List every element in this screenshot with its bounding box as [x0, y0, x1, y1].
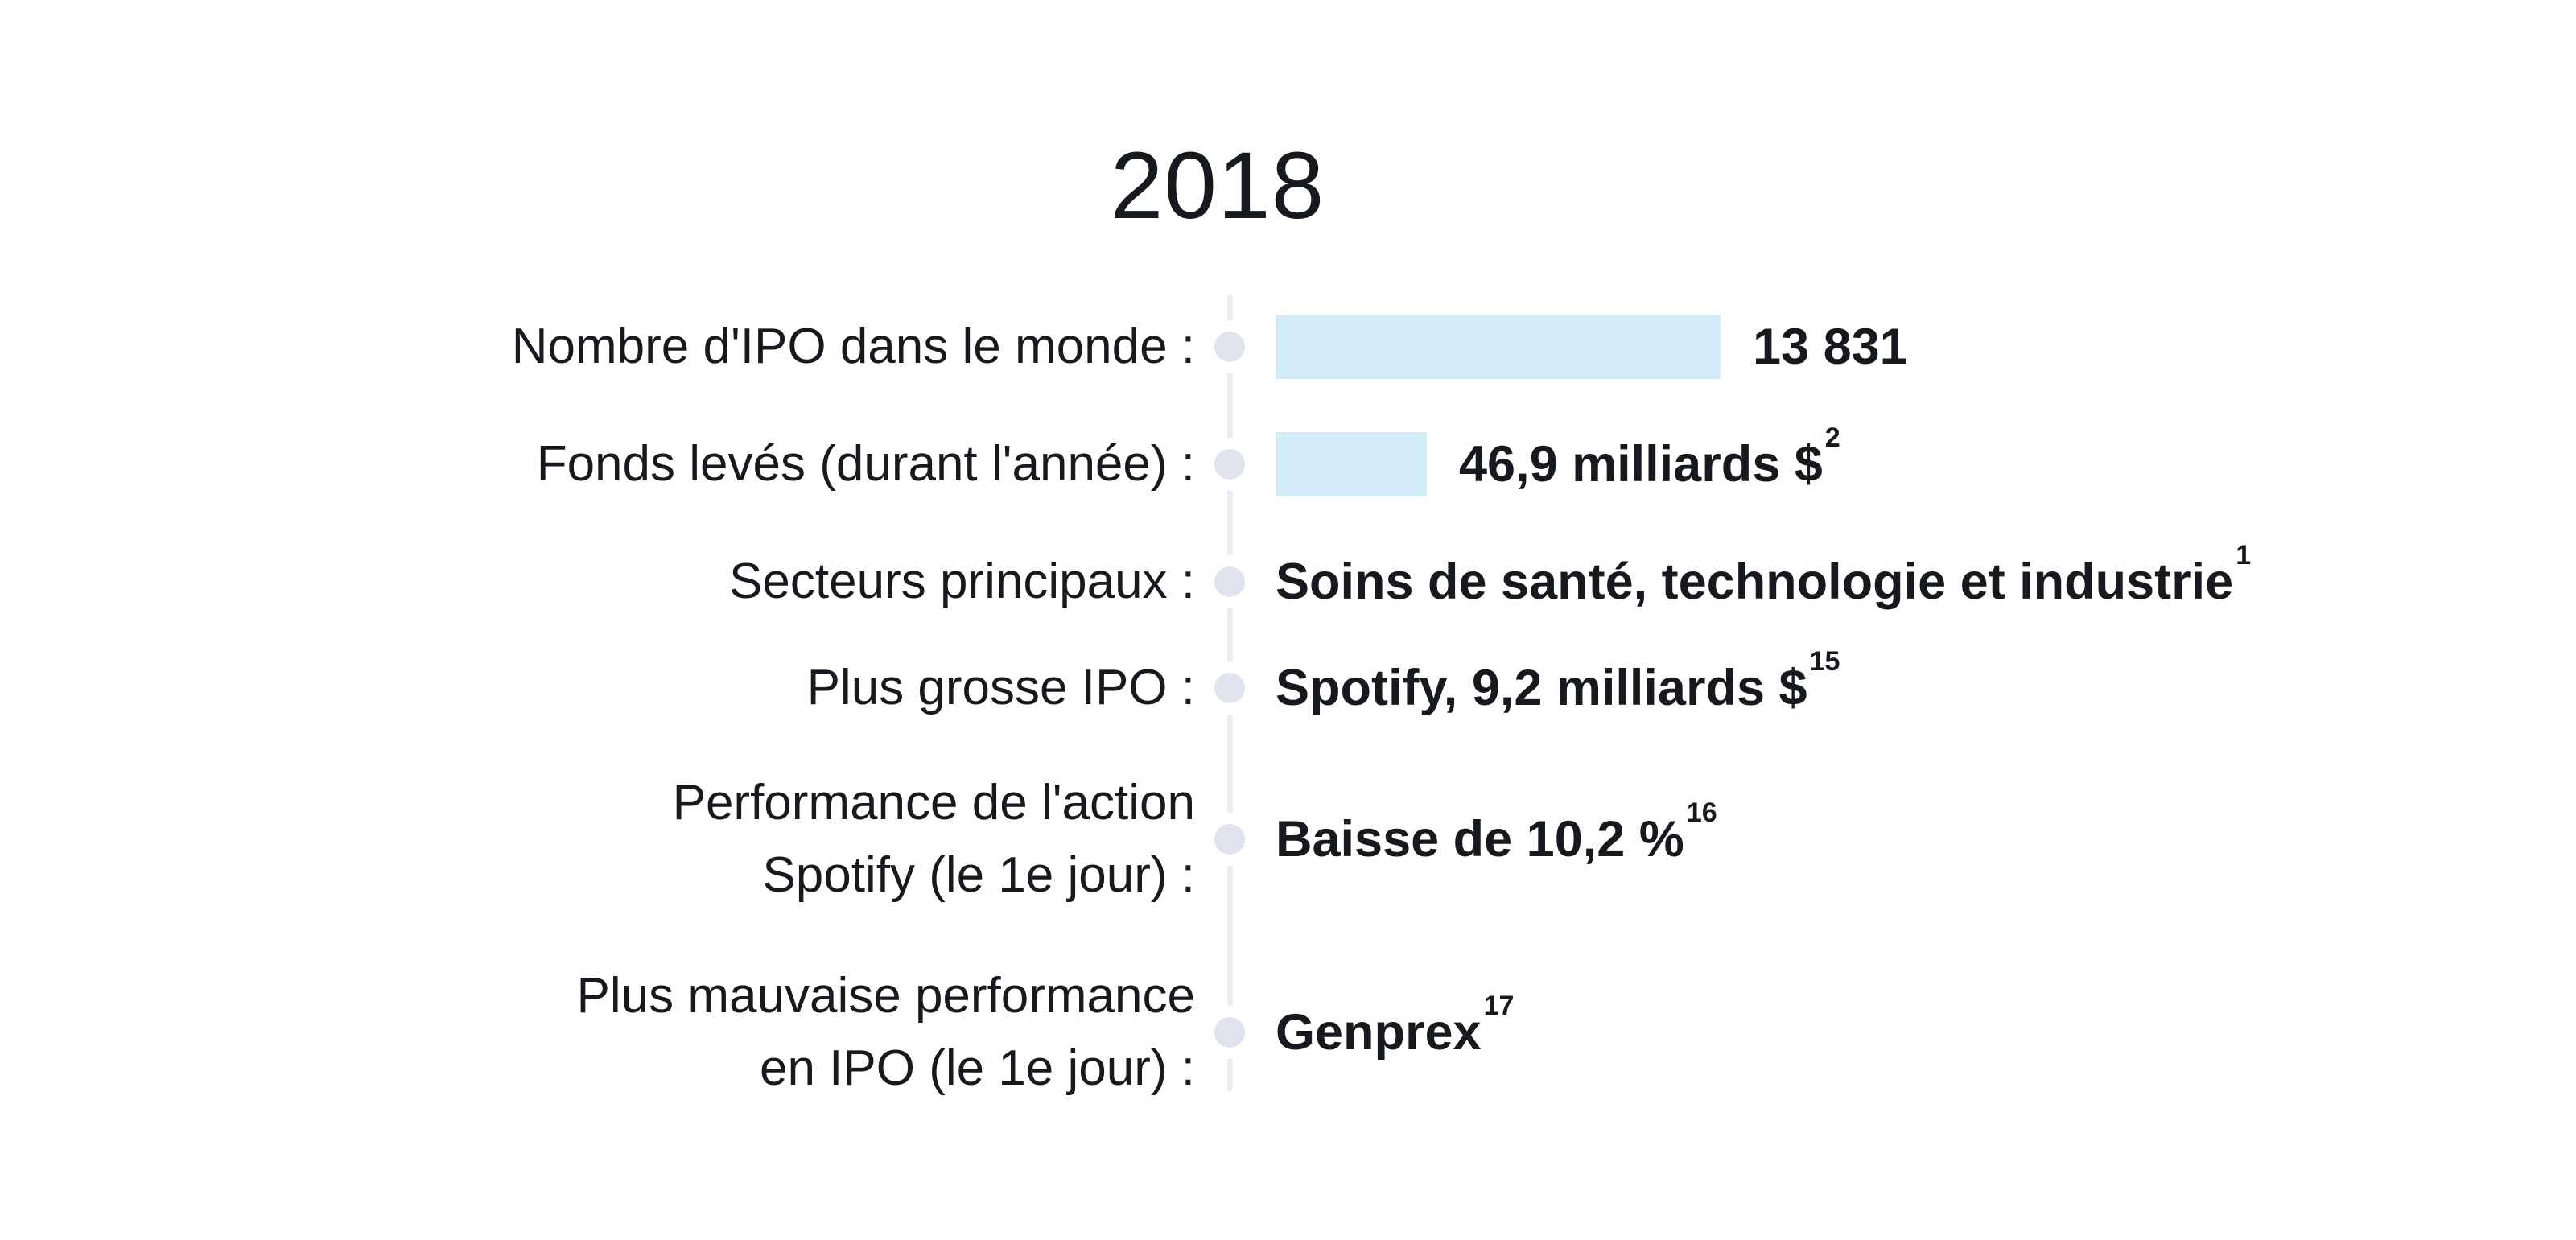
footnote-marker: 16 — [1686, 797, 1717, 828]
value-text: Spotify, 9,2 milliards $15 — [1276, 645, 1840, 716]
row-value-main-sectors: Soins de santé, technologie et industrie… — [1276, 539, 2252, 614]
value-text: Genprex17 — [1276, 990, 1515, 1061]
timeline-dot — [1214, 566, 1245, 597]
timeline-dot — [1214, 449, 1245, 480]
row-label-worst-performance: Plus mauvaise performance en IPO (le 1e … — [576, 968, 1195, 1096]
footnote-marker: 17 — [1483, 990, 1515, 1021]
row-label-funds-raised: Fonds levés (durant l'année) : — [536, 436, 1195, 492]
footnote-marker: 15 — [1809, 645, 1840, 677]
timeline-dot — [1214, 332, 1245, 362]
timeline-dot — [1214, 673, 1245, 703]
value-bar — [1276, 315, 1721, 379]
value-text: 46,9 milliards $2 — [1459, 422, 1840, 492]
row-label-main-sectors: Secteurs principaux : — [729, 554, 1195, 609]
row-value-biggest-ipo: Spotify, 9,2 milliards $15 — [1276, 645, 1840, 720]
timeline-dot — [1214, 824, 1245, 855]
row-value-funds-raised: 46,9 milliards $2 — [1276, 422, 1840, 496]
value-bar — [1276, 432, 1427, 496]
timeline-dot — [1214, 1017, 1245, 1048]
value-text: Soins de santé, technologie et industrie… — [1276, 539, 2252, 610]
footnote-marker: 1 — [2236, 539, 2252, 571]
row-value-spotify-performance: Baisse de 10,2 %16 — [1276, 797, 1717, 871]
row-label-spotify-performance: Performance de l'action Spotify (le 1e j… — [672, 775, 1195, 903]
footnote-marker: 2 — [1824, 422, 1840, 453]
row-value-worst-performance: Genprex17 — [1276, 990, 1515, 1065]
page-title: 2018 — [1110, 133, 1325, 239]
value-text: 13 831 — [1753, 319, 1908, 375]
row-value-ipo-count: 13 831 — [1276, 315, 1910, 379]
row-label-ipo-count: Nombre d'IPO dans le monde : — [511, 319, 1195, 374]
value-text: Baisse de 10,2 %16 — [1276, 797, 1717, 867]
row-label-biggest-ipo: Plus grosse IPO : — [806, 660, 1195, 715]
